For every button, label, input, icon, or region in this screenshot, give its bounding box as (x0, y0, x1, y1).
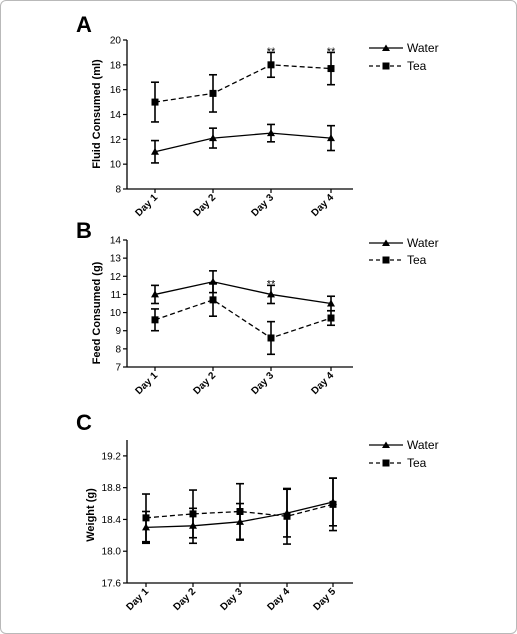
panel-a-x-tick-label: Day 1 (133, 192, 160, 219)
panel-a-point-water (327, 134, 335, 142)
panel-a-x-tick-label: Day 2 (191, 192, 218, 219)
panel-b-series-tea-line (154, 299, 332, 339)
panel-a-y-tick-label: 20 (110, 36, 122, 47)
panel-b-point-tea (327, 314, 335, 322)
panel-c-x-tick-label: Day 2 (171, 586, 198, 613)
panel-b-x-tick-label: Day 1 (133, 370, 160, 397)
legend-b-tea-square-icon (382, 256, 390, 264)
panel-b-y-tick-label: 7 (115, 363, 121, 374)
panel-a-y-tick-label: 16 (110, 85, 122, 96)
panel-a-series-tea-line (154, 64, 332, 103)
panel-c-point-tea (142, 514, 150, 522)
panel-a-point-tea (267, 61, 275, 69)
panel-c-point-tea (283, 512, 291, 520)
panel-a-point-tea (151, 98, 159, 106)
panel-b-x-tick-label: Day 2 (191, 370, 218, 397)
panel-a-y-tick-label: 10 (110, 160, 122, 171)
legend-c-water-triangle-icon (382, 441, 390, 448)
panel-b-plot: 7 8 9 10 11 12 13 14 Day 1 Day 2 Day 3 Day 4 ** (110, 236, 353, 397)
panel-a-point-water (209, 134, 217, 142)
legend-b-water-label: Water (407, 236, 439, 250)
panel-c-x-tick-label: Day 4 (265, 586, 292, 613)
panel-b-point-water (327, 299, 335, 307)
panel-a-significance-label: ** (267, 46, 276, 58)
panel-c-ylabel: Weight (g) (85, 488, 97, 542)
panel-a-point-tea (327, 65, 335, 73)
panel-c-x-tick-label: Day 3 (218, 586, 245, 613)
panel-c-y-tick-label: 19.2 (102, 451, 122, 462)
legend-c-water-label: Water (407, 438, 439, 452)
panel-b-legend: Water Tea (369, 236, 439, 267)
legend-c-tea-square-icon (382, 459, 390, 467)
panel-a-legend: Water Tea (369, 41, 439, 73)
panel-a-y-tick-label: 14 (110, 110, 122, 121)
panel-a-y-tick-label: 8 (115, 185, 121, 196)
panel-c-letter: C (76, 410, 92, 435)
legend-c-tea-label: Tea (407, 456, 427, 470)
panel-a-x-tick-label: Day 3 (249, 192, 276, 219)
panel-b-point-water (267, 290, 275, 298)
panel-a-point-water (267, 129, 275, 137)
panel-a-y-tick-label: 18 (110, 60, 122, 71)
panel-a-x-tick-label: Day 4 (309, 192, 336, 219)
panel-c-y-tick-label: 18.8 (102, 483, 122, 494)
panel-b-letter: B (76, 218, 92, 243)
panel-c-y-tick-label: 18.4 (102, 515, 122, 526)
panel-b-x-tick-label: Day 3 (249, 370, 276, 397)
panel-b-y-tick-label: 14 (110, 236, 122, 247)
panel-c-point-tea (189, 510, 197, 518)
panel-c-point-tea (329, 500, 337, 508)
panel-b-point-tea (151, 316, 159, 324)
panel-c-legend: Water Tea (369, 438, 439, 470)
panel-b-ylabel: Feed Consumed (g) (91, 261, 103, 364)
panel-a-point-water (151, 147, 159, 155)
panel-b-series-water-line (154, 281, 332, 305)
panel-b-point-tea (209, 296, 217, 304)
panel-b-y-tick-label: 9 (115, 326, 121, 337)
panel-b-y-tick-label: 8 (115, 344, 121, 355)
legend-a-water-label: Water (407, 41, 439, 55)
panel-b-y-tick-label: 10 (110, 308, 122, 319)
panel-b-x-tick-label: Day 4 (309, 370, 336, 397)
legend-a-water-triangle-icon (382, 44, 390, 51)
panel-a-significance-label: ** (327, 46, 336, 58)
legend-b-tea-label: Tea (407, 253, 427, 267)
panel-a-point-tea (209, 89, 217, 97)
panel-c-x-tick-label: Day 1 (124, 586, 151, 613)
panel-a-ylabel: Fluid Consumed (ml) (91, 59, 103, 169)
panel-c: C 17.6 18.0 18.4 18.8 19.2 Day 1 Day 2 Day 3 Day… (76, 410, 439, 613)
panel-a-plot: 8 10 12 14 16 18 20 Day 1 Day 2 Day 3 Day 4 ** ** (110, 36, 353, 219)
panel-b-point-water (151, 290, 159, 298)
legend-a-tea-square-icon (382, 62, 390, 70)
panel-b-point-tea (267, 334, 275, 342)
panel-b-y-tick-label: 13 (110, 254, 122, 265)
panel-c-y-tick-label: 18.0 (102, 547, 122, 558)
panel-c-point-tea (236, 508, 244, 515)
panel-b-significance-label: ** (267, 279, 276, 291)
panel-c-x-tick-label: Day 5 (311, 586, 338, 613)
panel-a-y-tick-label: 12 (110, 135, 122, 146)
panel-a-series-water-line (154, 132, 332, 153)
legend-a-tea-label: Tea (407, 59, 427, 73)
panel-b-y-tick-label: 11 (111, 290, 122, 301)
panel-b: B 7 8 9 10 11 12 13 14 Day 1 Day 2 Day 3 Day 4 ** Fe… (76, 218, 439, 397)
panel-c-plot: 17.6 18.0 18.4 18.8 19.2 Day 1 Day 2 Day 3 Day 4… (102, 440, 353, 613)
panel-a-letter: A (76, 12, 92, 37)
panel-b-y-tick-label: 12 (110, 272, 122, 283)
panel-c-y-tick-label: 17.6 (102, 579, 122, 590)
legend-b-water-triangle-icon (382, 239, 390, 246)
